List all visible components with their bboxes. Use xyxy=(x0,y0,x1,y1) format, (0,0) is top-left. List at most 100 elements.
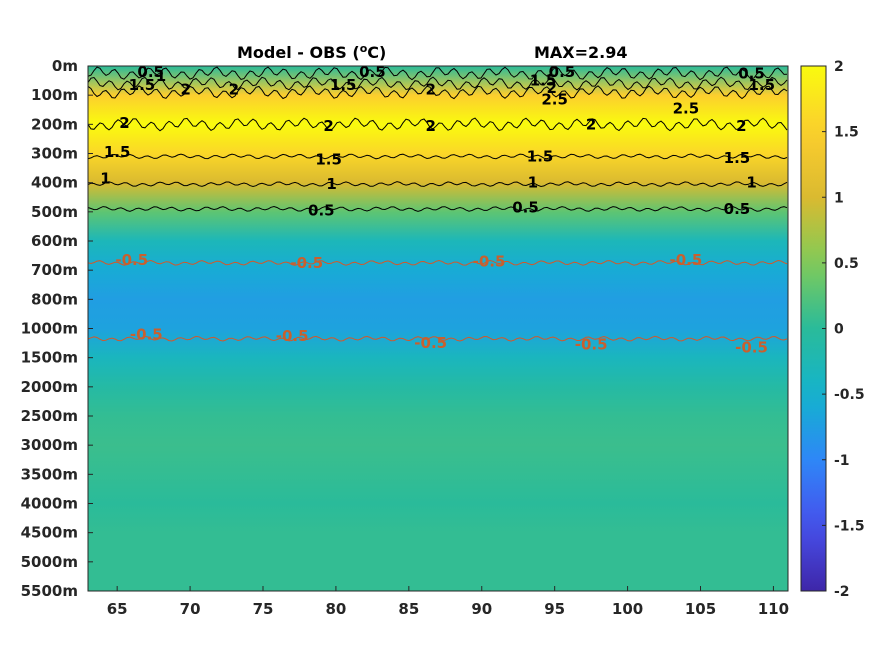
contour-label: 1 xyxy=(528,174,538,192)
y-tick-label: 0m xyxy=(52,57,78,75)
contour-line xyxy=(87,66,788,81)
y-tick-label: 1500m xyxy=(21,349,78,367)
contour-line xyxy=(87,205,788,212)
colorbar-tick-label: -2 xyxy=(834,584,850,600)
contour-label: -0.5 xyxy=(735,338,768,356)
y-tick-label: 800m xyxy=(31,290,78,308)
contour-label: 0.5 xyxy=(359,63,386,81)
contour-label: 1 xyxy=(100,169,110,187)
contour-line xyxy=(87,181,788,188)
contour-label: 2 xyxy=(547,79,557,97)
y-tick-label: 1000m xyxy=(21,320,78,338)
x-tick-label: 75 xyxy=(253,600,274,618)
y-tick-label: 5500m xyxy=(21,582,78,600)
title-text: Model - OBS (oC) xyxy=(237,42,386,62)
contour-label: 1.5 xyxy=(315,150,342,168)
contour-line xyxy=(87,335,788,342)
contour-label: -0.5 xyxy=(276,327,309,345)
contour-label: -0.5 xyxy=(115,251,148,269)
contour-label: 1.5 xyxy=(748,76,775,94)
plot-area: 0.51.5 12 20.51.5 20.51.522.5 2.50.51.52 2 2 2 2… xyxy=(87,63,789,592)
contour-label: -0.5 xyxy=(575,336,608,354)
contour-line xyxy=(87,76,788,91)
y-tick-label: 4000m xyxy=(21,495,78,513)
contour-label: 1 xyxy=(326,175,336,193)
contour-label: -0.5 xyxy=(290,254,323,272)
x-tick-label: 70 xyxy=(180,600,201,618)
contour-label: 0.5 xyxy=(512,198,539,216)
heatmap-fill xyxy=(88,66,788,591)
contour-label: -0.5 xyxy=(670,251,703,269)
colorbar-tick-label: 0.5 xyxy=(834,256,859,272)
y-tick-label: 700m xyxy=(31,261,78,279)
colorbar-tick-label: -0.5 xyxy=(834,387,865,403)
colorbar-ticks: 2 1.5 1 0.5 0 -0.5 -1 -1.5 -2 xyxy=(822,59,865,600)
chart-title: Model - OBS (oC) MAX=2.94 xyxy=(237,42,628,62)
y-axis: 0m 100m 200m 300m 400m 500m 600m 700m 800m 1000m 1… xyxy=(21,57,93,600)
contour-label: 2 xyxy=(425,117,435,135)
contour-label: 0.5 xyxy=(308,201,335,219)
contour-label: 0.5 xyxy=(724,200,751,218)
y-tick-label: 4500m xyxy=(21,524,78,542)
y-tick-label: 3500m xyxy=(21,465,78,483)
contour-label: 0.5 xyxy=(137,63,164,81)
contour-label: 2.5 xyxy=(541,91,568,109)
contour-labels: 0.51.5 12 20.51.5 20.51.522.5 2.50.51.52 2 2 2 2… xyxy=(100,63,775,357)
x-tick-label: 105 xyxy=(685,600,716,618)
contour-label: -0.5 xyxy=(414,334,447,352)
x-tick-label: 90 xyxy=(471,600,492,618)
colorbar-tick-label: 1 xyxy=(834,190,844,206)
x-tick-label: 80 xyxy=(325,600,346,618)
contour-line xyxy=(87,117,788,132)
y-tick-label: 400m xyxy=(31,174,78,192)
contour-label: 2 xyxy=(736,117,746,135)
contour-label: 0.5 xyxy=(738,64,765,82)
colorbar-tick-label: 1.5 xyxy=(834,125,859,141)
contour-label: 2 xyxy=(323,117,333,135)
contour-label: 1.5 xyxy=(724,149,751,167)
x-tick-label: 95 xyxy=(544,600,565,618)
contour-label: 1.5 xyxy=(527,147,554,165)
contour-label: -0.5 xyxy=(130,325,163,343)
colorbar-tick-label: -1.5 xyxy=(834,518,865,534)
y-tick-label: 3000m xyxy=(21,436,78,454)
y-tick-label: 100m xyxy=(31,86,78,104)
contour-line xyxy=(87,85,788,100)
contour-label: 0.5 xyxy=(549,63,576,81)
x-tick-label: 85 xyxy=(398,600,419,618)
contour-label: 2 xyxy=(586,115,596,133)
colorbar-tick-label: 0 xyxy=(834,322,844,338)
contour-label: -0.5 xyxy=(473,252,506,270)
contour-label: 1.5 xyxy=(104,143,131,161)
contour-label: 2 xyxy=(229,80,239,98)
contour-label: 1.5 xyxy=(129,76,156,94)
colorbar: 2 1.5 1 0.5 0 -0.5 -1 -1.5 -2 xyxy=(800,59,865,600)
contour-label: 1.5 xyxy=(330,76,357,94)
y-tick-label: 500m xyxy=(31,203,78,221)
contour-line xyxy=(87,259,788,266)
contour-label: 2 xyxy=(180,80,190,98)
contour-label: 1.5 xyxy=(530,72,557,90)
y-tick-label: 600m xyxy=(31,232,78,250)
contour-label: 2.5 xyxy=(673,99,700,117)
y-tick-label: 300m xyxy=(31,145,78,163)
colorbar-tick-label: 2 xyxy=(834,59,844,75)
x-tick-label: 100 xyxy=(612,600,643,618)
y-tick-label: 200m xyxy=(31,115,78,133)
x-tick-label: 65 xyxy=(107,600,128,618)
x-axis: 65 70 75 80 85 90 95 100 105 110 xyxy=(107,586,789,618)
contour-line xyxy=(87,153,788,160)
contour-label: 1 xyxy=(746,174,756,192)
y-tick-label: 2500m xyxy=(21,407,78,425)
colorbar-tick-label: -1 xyxy=(834,453,850,469)
contour-label: 2 xyxy=(425,80,435,98)
contour-label: 1 xyxy=(156,67,166,85)
colorbar-scale xyxy=(800,65,827,592)
max-label: MAX=2.94 xyxy=(534,43,628,62)
contour-label: 2 xyxy=(119,114,129,132)
y-tick-label: 5000m xyxy=(21,553,78,571)
contour-lines xyxy=(87,66,788,342)
x-tick-label: 110 xyxy=(758,600,789,618)
y-tick-label: 2000m xyxy=(21,378,78,396)
